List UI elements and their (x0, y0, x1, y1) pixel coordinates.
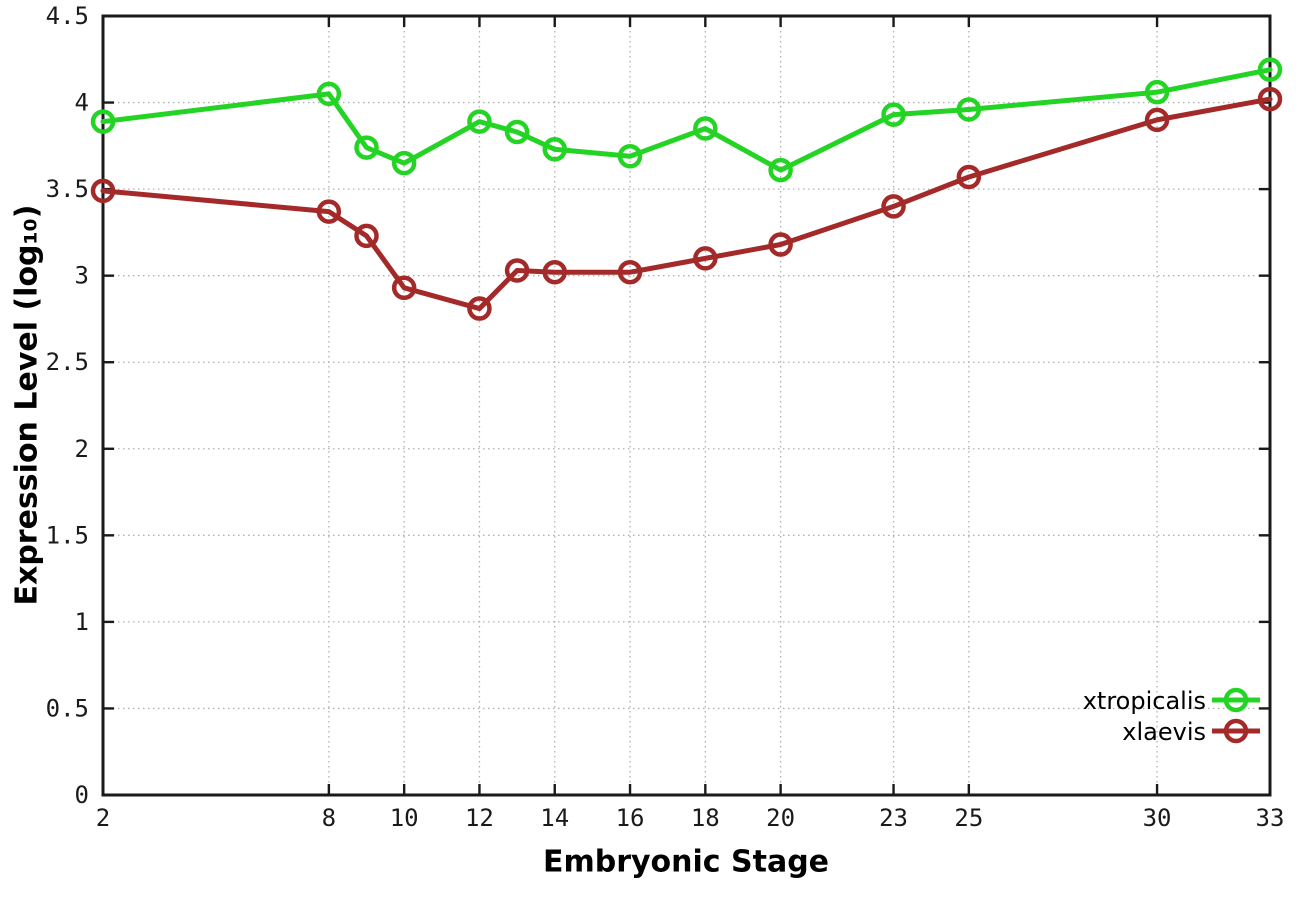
legend-marker (1223, 687, 1249, 713)
data-point-marker (956, 164, 982, 190)
legend-label: xtropicalis (1083, 687, 1206, 715)
legend-label: xlaevis (1122, 718, 1206, 746)
x-tick-label: 33 (1256, 804, 1285, 832)
data-point-marker (504, 119, 530, 145)
data-point-marker (391, 275, 417, 301)
data-point-marker (354, 135, 379, 160)
y-tick-label: 0.5 (46, 694, 89, 722)
y-tick-label: 3 (75, 262, 89, 290)
series-xtropicalis (90, 57, 1283, 183)
data-point-marker (354, 223, 379, 249)
x-tick-label: 16 (616, 804, 645, 832)
data-point-marker (693, 116, 718, 141)
data-point-marker (881, 194, 906, 219)
legend-item-xlaevis: xlaevis (1122, 718, 1260, 746)
series-line (100, 96, 1273, 312)
data-point-marker (617, 143, 643, 169)
x-tick-label: 8 (322, 804, 336, 832)
data-point-marker (617, 259, 643, 285)
y-tick-label: 2 (75, 435, 89, 463)
data-point-marker (90, 109, 116, 134)
data-point-marker (542, 259, 567, 285)
y-tick-label: 1.5 (46, 521, 89, 549)
data-point-marker (1257, 86, 1283, 112)
data-point-marker (768, 232, 793, 257)
plot-border (101, 14, 1272, 797)
data-point-marker (1257, 57, 1283, 82)
x-axis-title: Embryonic Stage (542, 844, 830, 880)
y-tick-label: 2.5 (46, 348, 89, 376)
x-tick-labels: 2 8 10 12 14 16 18 20 23 25 30 33 (96, 804, 1285, 832)
series-line (100, 67, 1273, 173)
x-tick-label: 30 (1143, 804, 1172, 832)
legend-item-xtropicalis: xtropicalis (1083, 687, 1260, 715)
legend-marker (1223, 718, 1249, 744)
data-point-marker (1144, 107, 1170, 133)
data-point-marker (956, 97, 982, 122)
series-xlaevis (90, 86, 1283, 321)
x-tick-label: 25 (954, 804, 983, 832)
x-tick-label: 18 (691, 804, 720, 832)
y-tick-label: 0 (75, 781, 89, 809)
y-tick-label: 4 (75, 89, 89, 117)
x-tick-label: 2 (96, 804, 110, 832)
data-point-marker (881, 102, 906, 127)
data-point-marker (467, 109, 492, 134)
y-tick-label: 1 (75, 608, 89, 636)
data-point-marker (391, 150, 417, 176)
y-tick-label: 4.5 (46, 2, 89, 30)
data-point-marker (768, 157, 793, 183)
y-tick-label: 3.5 (46, 175, 89, 203)
legend: xtropicalis xlaevis (1083, 687, 1260, 746)
axis-ticks (101, 14, 1272, 797)
x-tick-label: 23 (879, 804, 908, 832)
data-point-marker (467, 296, 492, 321)
data-point-marker (1144, 79, 1170, 105)
x-tick-label: 20 (766, 804, 795, 832)
data-point-marker (504, 258, 530, 283)
data-point-marker (90, 178, 116, 204)
data-point-marker (542, 137, 567, 162)
data-point-marker (693, 246, 718, 271)
y-tick-labels: 0 0.5 1 1.5 2 2.5 3 3.5 4 4.5 (46, 2, 89, 809)
x-tick-label: 14 (540, 804, 569, 832)
x-tick-label: 10 (390, 804, 419, 832)
data-point-marker (316, 199, 342, 224)
data-point-marker (316, 81, 342, 107)
x-tick-label: 12 (465, 804, 494, 832)
y-axis-title: Expression Level (log₁₀) (9, 204, 45, 606)
